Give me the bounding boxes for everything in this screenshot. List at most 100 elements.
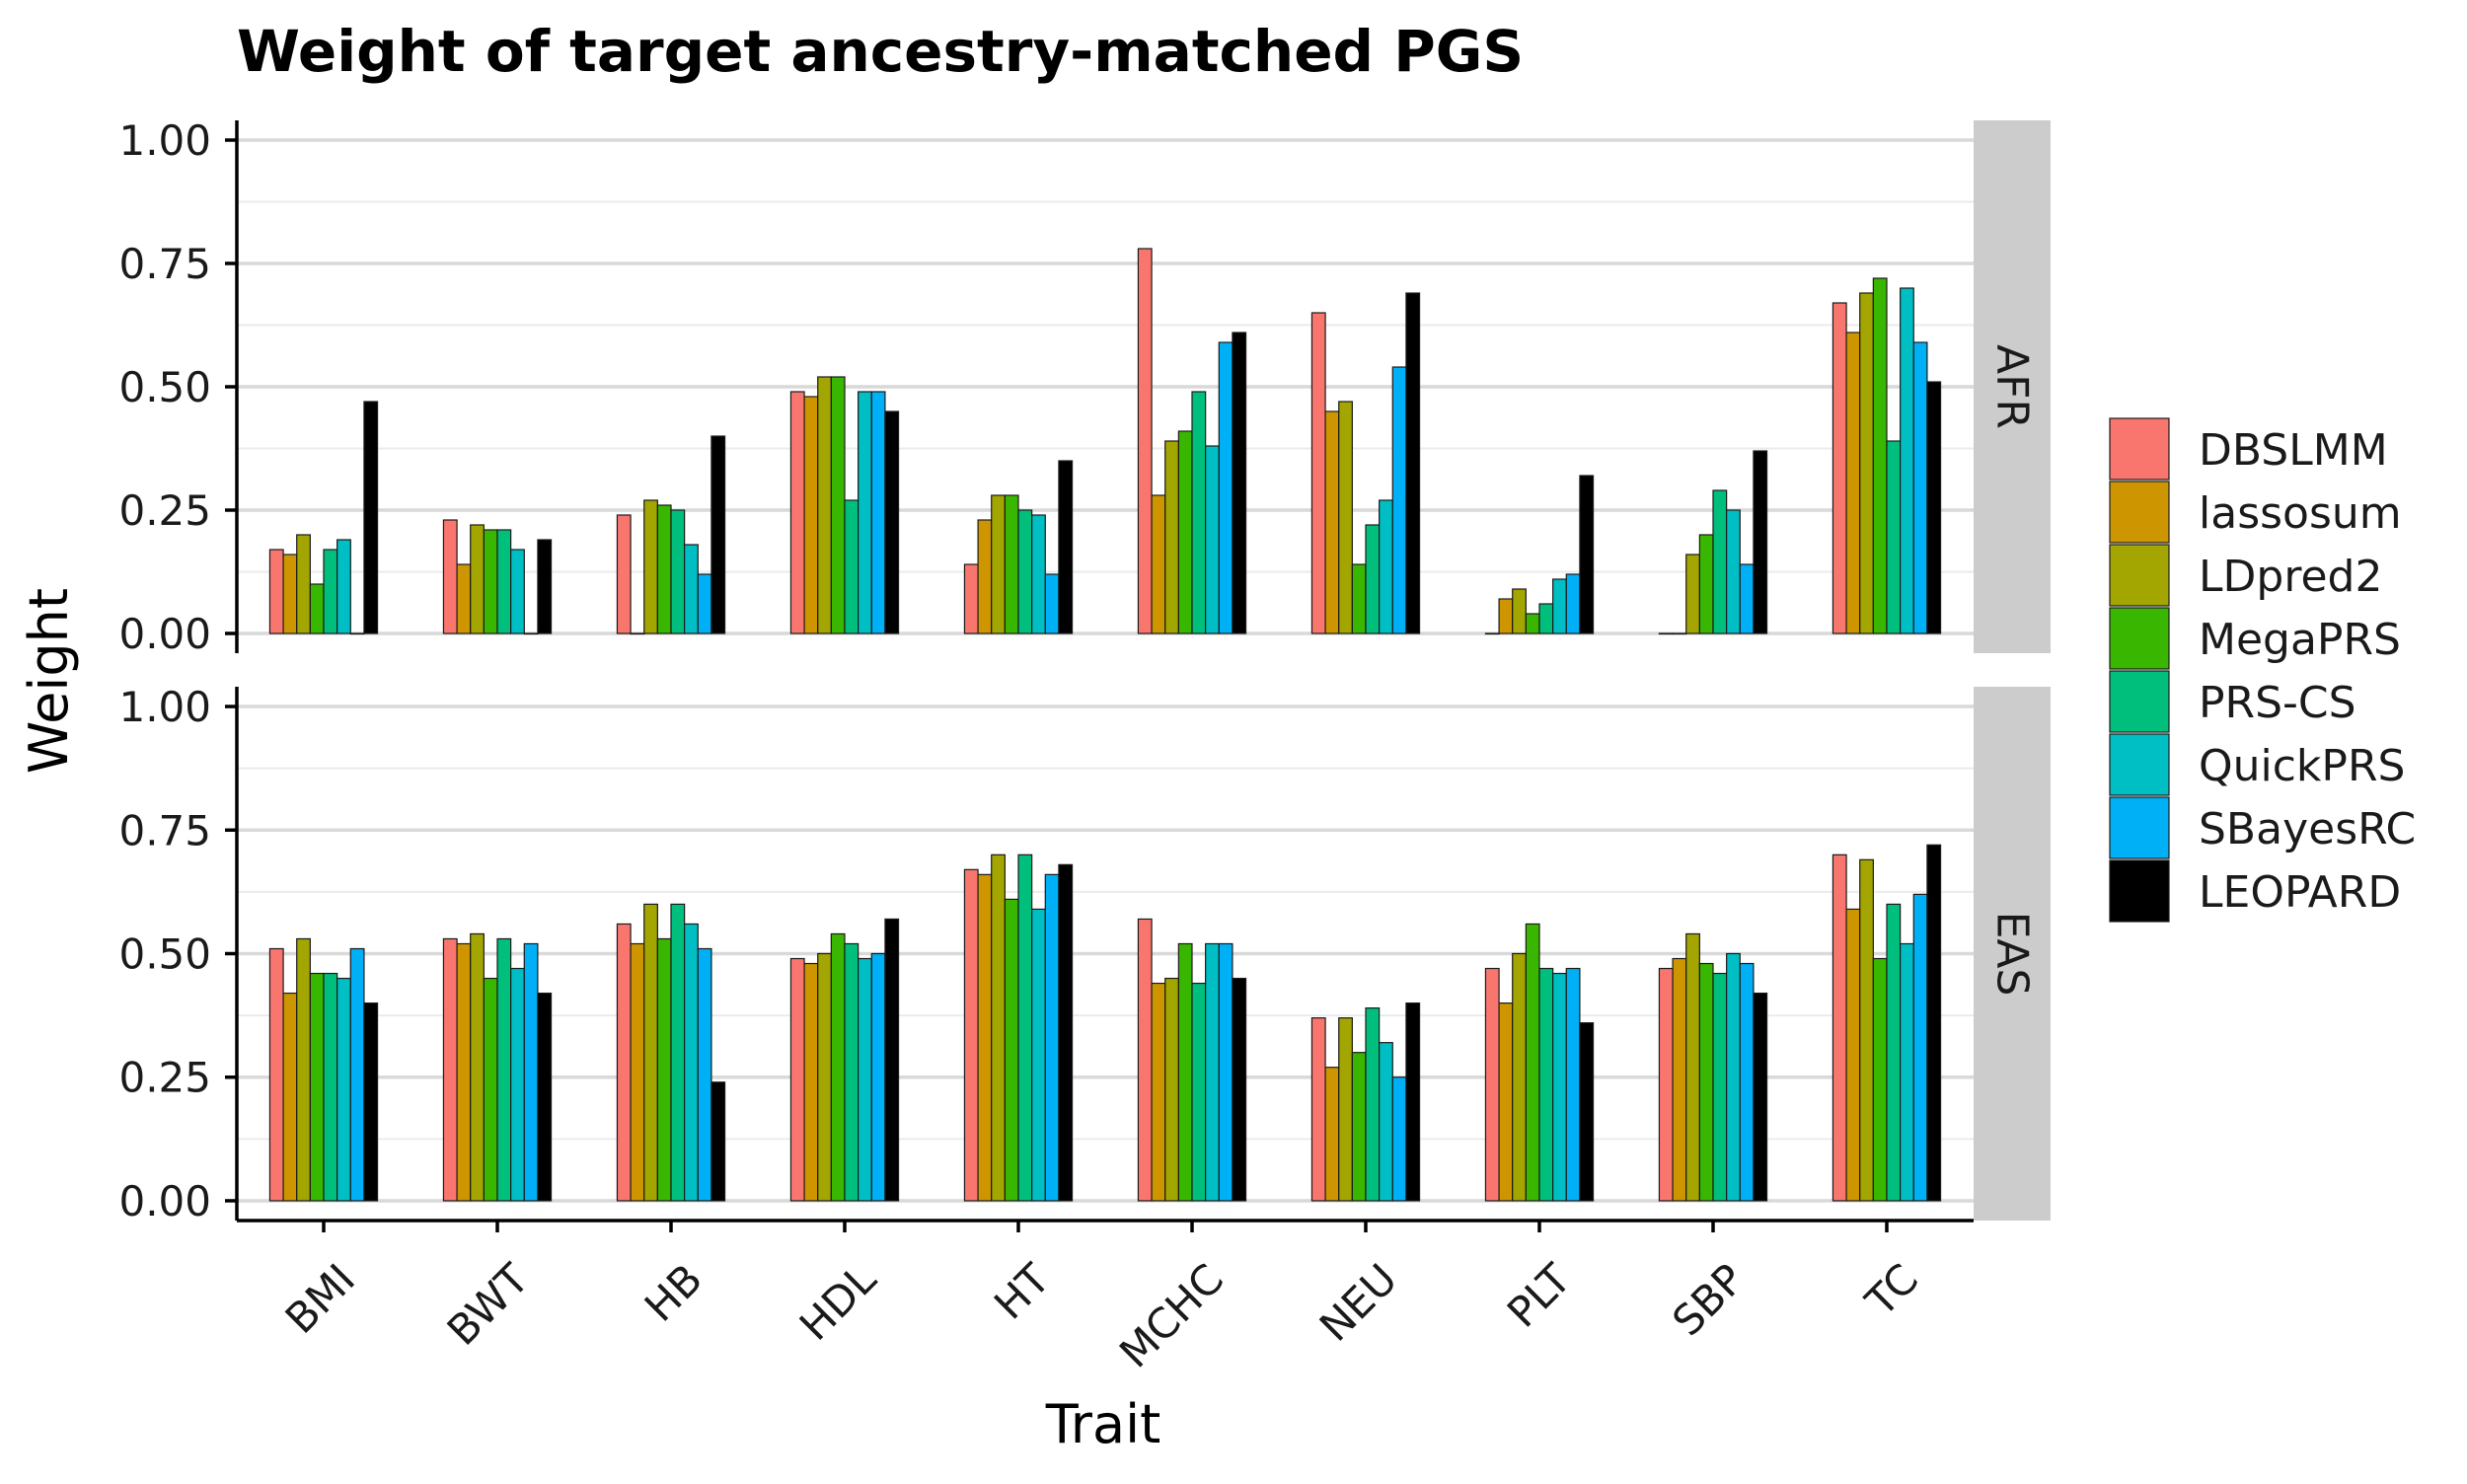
- bar-afr-hb-quickprs: [684, 544, 699, 634]
- bar-afr-sbp-ldpred2: [1685, 554, 1700, 634]
- bar-eas-neu-leopard: [1405, 1002, 1421, 1202]
- bar-afr-hdl-dbslmm: [789, 391, 805, 634]
- y-tick-label: 0.75: [118, 806, 211, 854]
- bar-eas-ht-leopard: [1058, 863, 1074, 1202]
- y-tick-label: 0.25: [118, 486, 211, 535]
- bar-afr-hb-leopard: [710, 435, 726, 634]
- x-axis-label: Trait: [1045, 1393, 1161, 1455]
- bar-eas-tc-lassosum: [1845, 908, 1861, 1202]
- bar-afr-sbp-leopard: [1753, 450, 1768, 634]
- bar-eas-plt-ldpred2: [1512, 952, 1527, 1202]
- bar-afr-neu-sbayesrc: [1391, 366, 1407, 634]
- bar-eas-plt-lassosum: [1498, 1002, 1514, 1202]
- bar-afr-mchc-ldpred2: [1164, 440, 1179, 634]
- bar-afr-neu-prs-cs: [1365, 524, 1381, 634]
- bar-afr-plt-lassosum: [1498, 598, 1514, 634]
- bar-afr-bmi-ldpred2: [296, 534, 311, 634]
- bar-eas-mchc-prs-cs: [1191, 982, 1207, 1202]
- bar-eas-neu-ldpred2: [1338, 1017, 1353, 1202]
- legend: DBSLMM lassosum LDpred2 MegaPRS PRS-CS QuickP…: [2109, 417, 2416, 923]
- bar-eas-ht-quickprs: [1031, 908, 1046, 1202]
- bar-afr-bmi-leopard: [363, 401, 379, 634]
- bar-eas-hb-dbslmm: [616, 923, 632, 1202]
- bar-eas-plt-quickprs: [1552, 972, 1567, 1202]
- bar-afr-mchc-megaprs: [1177, 430, 1193, 634]
- y-tick-label: 0.00: [118, 610, 211, 658]
- bar-afr-mchc-dbslmm: [1137, 248, 1153, 634]
- y-tick-label: 0.50: [118, 363, 211, 411]
- bar-afr-ht-ldpred2: [991, 494, 1006, 634]
- bar-eas-bwt-sbayesrc: [523, 942, 539, 1202]
- legend-item-quickprs: QuickPRS: [2109, 733, 2405, 796]
- legend-label: PRS-CS: [2199, 678, 2356, 728]
- legend-swatch: [2109, 544, 2170, 607]
- bar-eas-sbp-leopard: [1753, 992, 1768, 1202]
- legend-label: lassosum: [2199, 488, 2402, 539]
- bar-afr-plt-ldpred2: [1512, 588, 1527, 634]
- bar-eas-bwt-leopard: [537, 992, 553, 1202]
- bar-eas-bwt-dbslmm: [442, 937, 458, 1202]
- y-axis-label: Weight: [18, 588, 80, 774]
- bar-eas-plt-leopard: [1579, 1022, 1595, 1202]
- bar-eas-plt-sbayesrc: [1565, 967, 1581, 1202]
- bar-eas-ht-dbslmm: [963, 868, 979, 1202]
- bar-eas-tc-ldpred2: [1859, 858, 1874, 1202]
- bar-eas-hb-leopard: [710, 1081, 726, 1202]
- legend-swatch: [2109, 796, 2170, 859]
- bar-eas-hb-ldpred2: [643, 903, 658, 1202]
- legend-label: LEOPARD: [2199, 867, 2401, 918]
- bar-afr-tc-ldpred2: [1859, 292, 1874, 634]
- legend-label: QuickPRS: [2199, 741, 2405, 791]
- bar-afr-hdl-sbayesrc: [870, 391, 886, 634]
- y-tick-label: 0.25: [118, 1054, 211, 1102]
- bar-eas-hb-quickprs: [684, 923, 699, 1202]
- bar-eas-ht-lassosum: [977, 873, 993, 1202]
- bar-eas-mchc-dbslmm: [1137, 918, 1153, 1202]
- bar-eas-bmi-ldpred2: [296, 937, 311, 1202]
- bar-eas-ht-megaprs: [1004, 898, 1019, 1202]
- bar-eas-sbp-dbslmm: [1658, 967, 1674, 1202]
- bar-afr-bwt-dbslmm: [442, 519, 458, 634]
- bar-eas-hdl-leopard: [884, 918, 900, 1202]
- facet-label-eas: EAS: [1987, 912, 2038, 997]
- bar-afr-tc-megaprs: [1872, 277, 1888, 634]
- bar-eas-neu-megaprs: [1351, 1052, 1367, 1202]
- bar-afr-plt-quickprs: [1552, 578, 1567, 634]
- bar-afr-plt-dbslmm: [1484, 632, 1500, 635]
- bar-afr-bwt-lassosum: [456, 563, 472, 634]
- facet-strip-eas: [1974, 687, 2051, 1221]
- legend-swatch: [2109, 481, 2170, 544]
- bar-afr-bwt-megaprs: [483, 529, 498, 634]
- bar-eas-tc-sbayesrc: [1912, 893, 1928, 1202]
- bar-eas-bmi-sbayesrc: [349, 947, 365, 1202]
- bar-eas-sbp-megaprs: [1698, 962, 1714, 1202]
- bar-eas-mchc-quickprs: [1205, 942, 1220, 1202]
- bar-afr-tc-prs-cs: [1886, 440, 1902, 634]
- bar-afr-bmi-prs-cs: [323, 549, 338, 634]
- facet-strip-afr: [1974, 120, 2051, 653]
- bar-eas-hdl-prs-cs: [844, 942, 860, 1202]
- bar-afr-mchc-lassosum: [1151, 494, 1166, 634]
- bar-afr-neu-leopard: [1405, 292, 1421, 634]
- bar-eas-bwt-lassosum: [456, 942, 472, 1202]
- legend-label: MegaPRS: [2199, 615, 2401, 665]
- legend-swatch: [2109, 733, 2170, 796]
- bar-afr-neu-quickprs: [1379, 499, 1393, 634]
- bar-afr-bmi-quickprs: [336, 539, 351, 634]
- bar-eas-hdl-dbslmm: [789, 957, 805, 1202]
- bar-afr-ht-sbayesrc: [1044, 573, 1060, 634]
- y-tick-label: 0.50: [118, 930, 211, 979]
- bar-afr-bwt-quickprs: [510, 549, 525, 634]
- panel-afr: 0.00 0.25 0.50 0.75 1.00 AFR: [118, 116, 2051, 658]
- bar-eas-plt-megaprs: [1525, 923, 1540, 1202]
- bar-afr-hdl-prs-cs: [844, 499, 860, 634]
- bar-afr-hb-sbayesrc: [697, 573, 712, 634]
- bar-eas-mchc-megaprs: [1177, 942, 1193, 1202]
- bar-afr-tc-sbayesrc: [1912, 341, 1928, 634]
- bar-afr-plt-megaprs: [1525, 613, 1540, 634]
- bar-eas-bwt-prs-cs: [496, 937, 512, 1202]
- chart-title: Weight of target ancestry-matched PGS: [237, 18, 1524, 85]
- bar-afr-bmi-sbayesrc: [349, 632, 365, 635]
- panel-eas: 0.00 0.25 0.50 0.75 1.00 EAS: [118, 683, 2051, 1225]
- bar-eas-hdl-quickprs: [858, 957, 872, 1202]
